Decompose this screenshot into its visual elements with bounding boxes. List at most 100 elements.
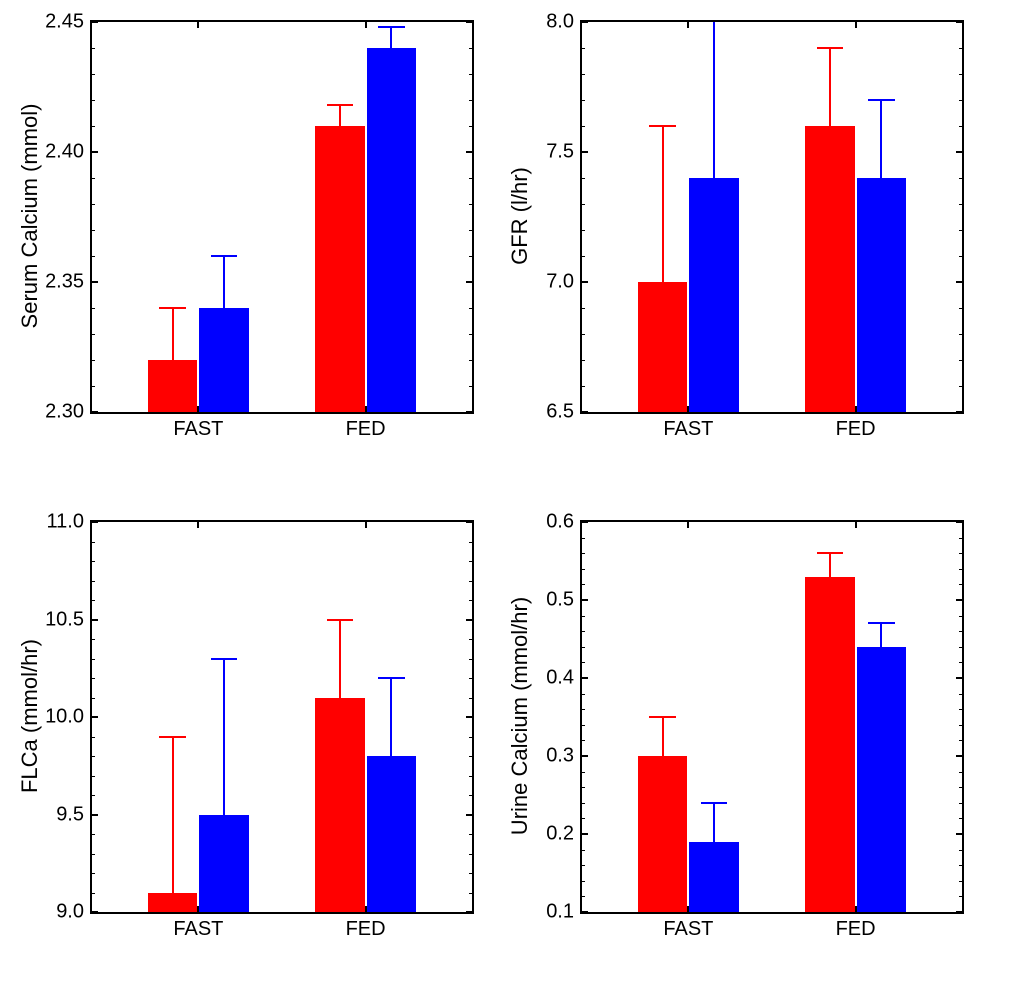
y-minor-tick [90,48,95,49]
y-minor-tick-right [959,772,964,773]
y-minor-tick-right [469,48,474,49]
x-tick-top [855,20,857,28]
y-minor-tick [580,334,585,335]
y-minor-tick [90,873,95,874]
y-minor-tick [580,647,585,648]
errorbar [880,100,882,178]
y-minor-tick [580,662,585,663]
panel-gfr: 6.57.07.58.0FASTFEDGFR (l/hr) [580,20,960,410]
y-tick-label: 7.5 [546,141,582,164]
y-minor-tick-right [959,584,964,585]
y-tick-label: 2.45 [45,11,92,34]
bar [199,815,248,913]
bar [315,698,364,913]
errorbar-cap [817,552,844,554]
bar [148,893,197,913]
y-tick-right [956,677,964,679]
y-minor-tick-right [469,795,474,796]
y-minor-tick-right [959,850,964,851]
y-minor-tick [580,740,585,741]
bar [367,48,416,412]
y-minor-tick-right [469,639,474,640]
errorbar-cap [378,677,405,679]
y-axis-label: Serum Calcium (mmol) [17,21,43,411]
y-minor-tick-right [469,230,474,231]
errorbar-cap [649,716,676,718]
y-minor-tick [90,854,95,855]
errorbar-cap [211,658,238,660]
x-tick-label: FAST [663,412,713,441]
y-minor-tick-right [959,865,964,866]
y-minor-tick [90,561,95,562]
bar [315,126,364,412]
y-minor-tick-right [959,881,964,882]
panel-urine_calcium: 0.10.20.30.40.50.6FASTFEDUrine Calcium (… [580,520,960,910]
x-tick-label: FAST [173,412,223,441]
bar [199,308,248,412]
y-tick-right [956,521,964,523]
y-minor-tick-right [959,725,964,726]
y-minor-tick-right [959,662,964,663]
y-tick-label: 0.1 [546,901,582,924]
y-minor-tick [90,386,95,387]
y-tick-right [466,281,474,283]
errorbar-cap [159,736,186,738]
y-minor-tick [580,538,585,539]
y-minor-tick-right [469,178,474,179]
errorbar [390,27,392,48]
y-minor-tick-right [959,256,964,257]
y-minor-tick [90,659,95,660]
errorbar-cap [649,125,676,127]
errorbar-cap [327,104,354,106]
y-minor-tick-right [469,256,474,257]
errorbar [880,623,882,646]
y-minor-tick-right [959,360,964,361]
y-tick-right [466,716,474,718]
y-minor-tick-right [959,647,964,648]
y-tick-label: 10.5 [45,608,92,631]
errorbar-cap [868,622,895,624]
y-tick-label: 8.0 [546,11,582,34]
y-tick-right [466,411,474,413]
y-minor-tick-right [959,803,964,804]
y-tick-right [956,599,964,601]
plot-area: 2.302.352.402.45FASTFED [90,20,474,414]
y-tick-label: 0.4 [546,667,582,690]
y-minor-tick [580,616,585,617]
y-tick-label: 11.0 [47,511,92,534]
y-tick-label: 2.40 [45,141,92,164]
bar [689,178,738,412]
errorbar [390,678,392,756]
y-minor-tick [580,74,585,75]
y-tick-right [956,911,964,913]
y-minor-tick-right [469,204,474,205]
y-minor-tick-right [959,334,964,335]
errorbar [223,659,225,815]
errorbar [662,717,664,756]
x-tick-top [365,20,367,28]
y-minor-tick [580,896,585,897]
y-tick-label: 6.5 [546,401,582,424]
y-minor-tick [580,772,585,773]
x-tick-top [687,520,689,528]
y-minor-tick [90,334,95,335]
y-minor-tick [580,850,585,851]
y-minor-tick [580,48,585,49]
y-minor-tick-right [469,854,474,855]
plot-area: 6.57.07.58.0FASTFED [580,20,964,414]
y-minor-tick [90,678,95,679]
y-minor-tick-right [959,74,964,75]
y-minor-tick [580,694,585,695]
y-minor-tick [580,386,585,387]
y-minor-tick [90,834,95,835]
y-minor-tick-right [469,126,474,127]
y-minor-tick-right [469,581,474,582]
bar [805,126,854,412]
y-minor-tick [90,795,95,796]
y-minor-tick-right [469,834,474,835]
errorbar [172,308,174,360]
y-minor-tick-right [959,818,964,819]
y-minor-tick [580,881,585,882]
y-axis-label: FLCa (mmol/hr) [17,521,43,911]
y-tick-right [956,411,964,413]
